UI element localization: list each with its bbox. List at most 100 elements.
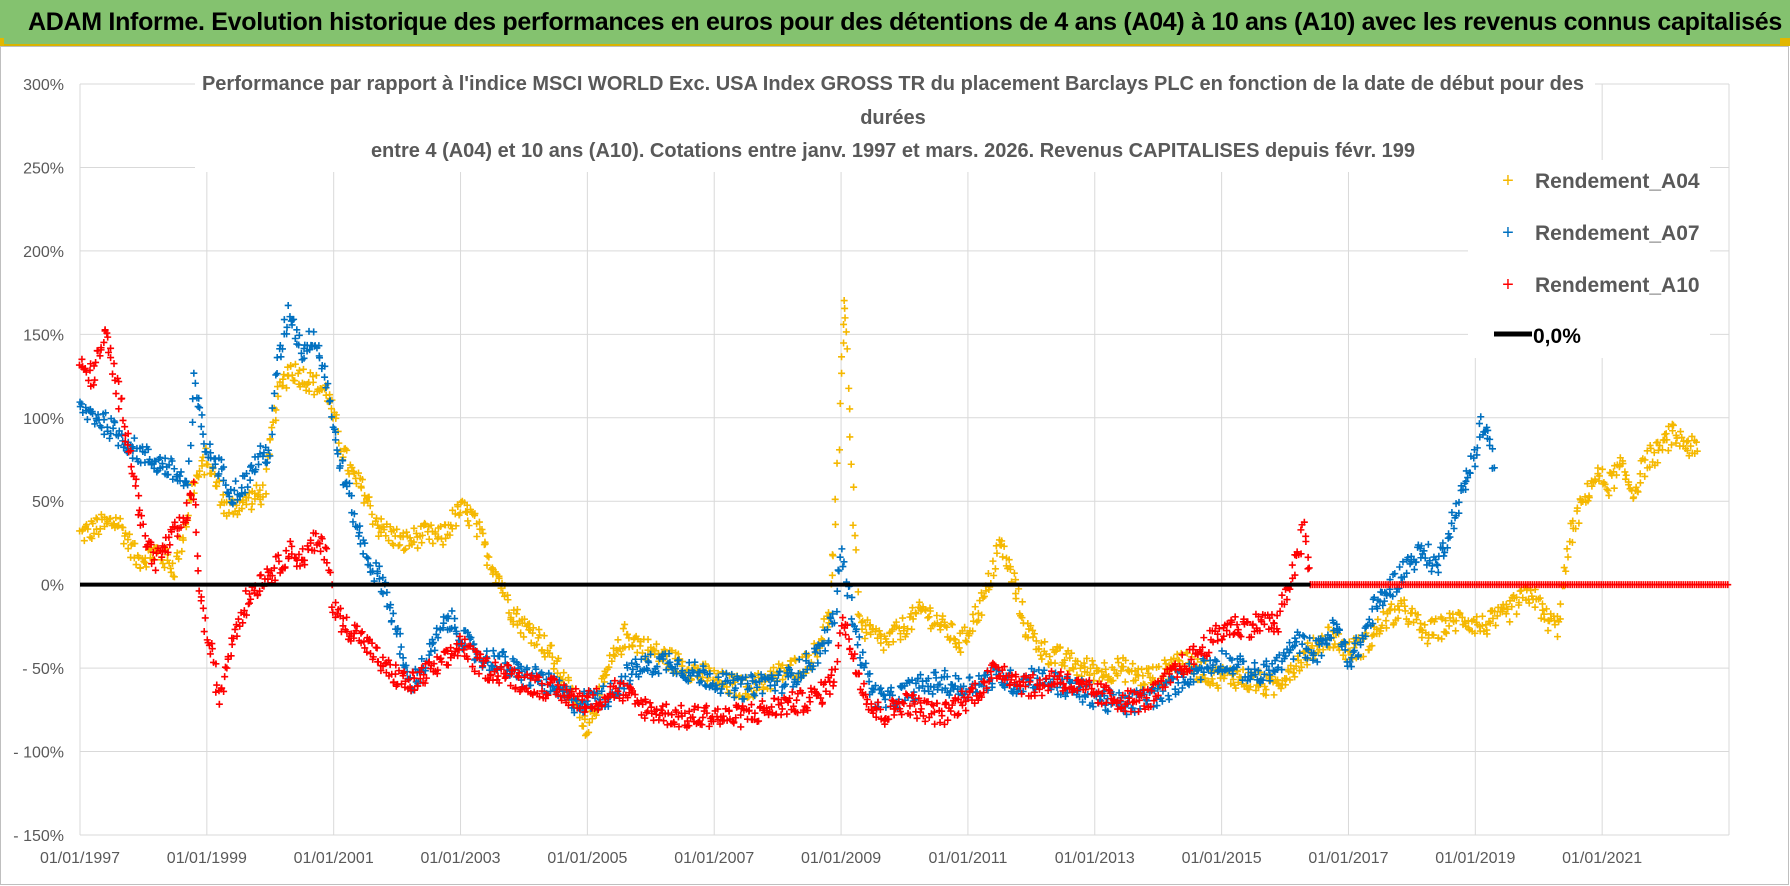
y-tick-label: 250% xyxy=(23,160,64,177)
data-point xyxy=(1568,538,1576,546)
data-point xyxy=(778,689,786,697)
data-point xyxy=(221,673,229,681)
data-point xyxy=(299,365,307,373)
data-point xyxy=(866,621,874,629)
data-point xyxy=(1140,702,1148,710)
data-point xyxy=(1462,486,1470,494)
data-point xyxy=(358,476,366,484)
data-point xyxy=(1104,707,1112,715)
data-point xyxy=(287,361,295,369)
data-point xyxy=(737,723,745,731)
data-point xyxy=(888,696,896,704)
data-point xyxy=(795,655,803,663)
data-point xyxy=(831,520,839,528)
data-point xyxy=(1667,441,1675,449)
data-point xyxy=(1619,457,1627,465)
data-point xyxy=(91,420,99,428)
data-point xyxy=(124,441,132,449)
data-point xyxy=(1304,565,1312,573)
data-point xyxy=(759,685,767,693)
data-point xyxy=(885,641,893,649)
data-point xyxy=(489,647,497,655)
chart-title-line-1: Performance par rapport à l'indice MSCI … xyxy=(202,73,1584,95)
data-point xyxy=(865,678,873,686)
data-point xyxy=(958,627,966,635)
data-point xyxy=(1144,685,1152,693)
data-point xyxy=(212,688,220,696)
data-point xyxy=(808,665,816,673)
data-point xyxy=(400,546,408,554)
data-point xyxy=(1473,444,1481,452)
data-point xyxy=(1303,654,1311,662)
data-point xyxy=(431,646,439,654)
data-point xyxy=(538,680,546,688)
data-point xyxy=(1475,420,1483,428)
data-point xyxy=(675,723,683,731)
data-point xyxy=(1281,681,1289,689)
data-point xyxy=(196,467,204,475)
data-point xyxy=(107,354,115,362)
data-point xyxy=(794,669,802,677)
data-point xyxy=(1622,471,1630,479)
data-point xyxy=(173,549,181,557)
data-point xyxy=(1513,610,1521,618)
data-point xyxy=(246,590,254,598)
data-point xyxy=(158,553,166,561)
chart-title-line-3: entre 4 (A04) et 10 ans (A10). Cotations… xyxy=(371,140,1415,162)
data-point xyxy=(1031,692,1039,700)
data-point xyxy=(1662,430,1670,438)
data-point xyxy=(315,342,323,350)
data-point xyxy=(1327,634,1335,642)
data-point xyxy=(641,714,649,722)
data-point xyxy=(215,700,223,708)
data-point xyxy=(220,687,228,695)
data-point xyxy=(993,549,1001,557)
data-point xyxy=(652,640,660,648)
data-point xyxy=(507,670,515,678)
data-point xyxy=(862,629,870,637)
data-point xyxy=(802,650,810,658)
data-point xyxy=(1038,655,1046,663)
data-point xyxy=(695,717,703,725)
data-point xyxy=(171,518,179,526)
data-point xyxy=(792,657,800,665)
data-point xyxy=(1595,472,1603,480)
data-point xyxy=(565,676,573,684)
data-point xyxy=(228,640,236,648)
data-point xyxy=(1121,678,1129,686)
data-point xyxy=(978,611,986,619)
data-point xyxy=(693,672,701,680)
data-point xyxy=(464,517,472,525)
data-point xyxy=(1098,689,1106,697)
data-point xyxy=(344,467,352,475)
data-point xyxy=(112,390,120,398)
data-point xyxy=(1046,652,1054,660)
data-point xyxy=(293,326,301,334)
data-point xyxy=(1434,561,1442,569)
data-point xyxy=(396,630,404,638)
data-point xyxy=(864,616,872,624)
data-point xyxy=(397,643,405,651)
data-point xyxy=(1401,607,1409,615)
data-point xyxy=(391,670,399,678)
data-point xyxy=(729,676,737,684)
data-point xyxy=(1150,697,1158,705)
x-tick-label: 01/01/2011 xyxy=(928,850,1007,867)
data-point xyxy=(114,522,122,530)
data-point xyxy=(752,678,760,686)
data-point xyxy=(352,480,360,488)
data-point xyxy=(1313,658,1321,666)
data-point xyxy=(358,628,366,636)
data-point xyxy=(254,591,262,599)
data-point xyxy=(100,416,108,424)
data-point xyxy=(119,416,127,424)
data-point xyxy=(809,662,817,670)
data-point xyxy=(1228,618,1236,626)
data-point xyxy=(916,708,924,716)
data-point xyxy=(288,550,296,558)
y-tick-label: 150% xyxy=(23,327,64,344)
data-point xyxy=(855,670,863,678)
data-point xyxy=(444,647,452,655)
data-point xyxy=(85,376,93,384)
data-point xyxy=(966,673,974,681)
